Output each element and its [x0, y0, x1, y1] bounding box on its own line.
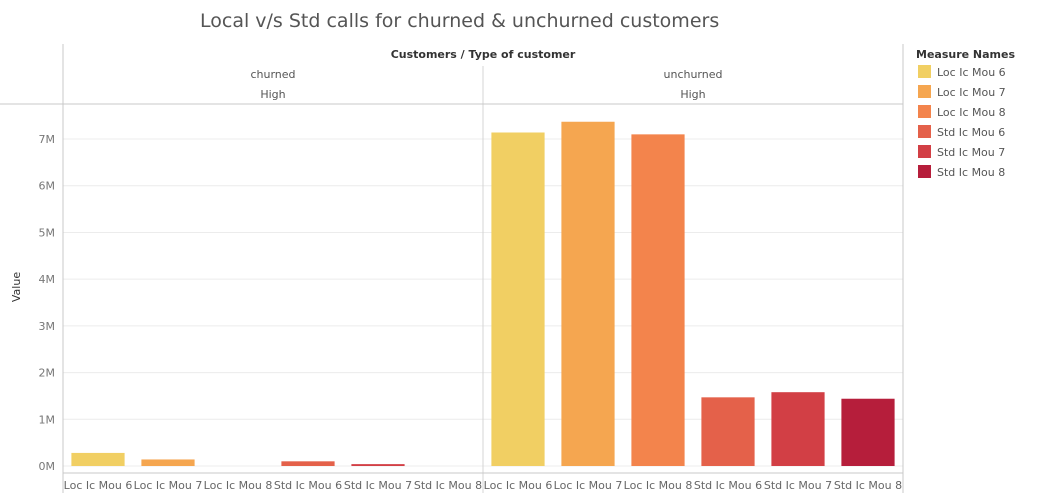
x-category-label: Std Ic Mou 8 [414, 479, 482, 492]
x-category-label: Loc Ic Mou 8 [204, 479, 273, 492]
x-category-label: Std Ic Mou 7 [764, 479, 832, 492]
y-tick-label: 0M [39, 460, 56, 473]
y-tick-label: 6M [39, 180, 56, 193]
bar-unchurned-6[interactable] [841, 398, 895, 466]
legend-item-label[interactable]: Std Ic Mou 7 [937, 146, 1005, 159]
panel-header-unchurned: unchurned [664, 68, 723, 81]
x-category-label: Loc Ic Mou 6 [484, 479, 553, 492]
bar-unchurned-3[interactable] [631, 134, 685, 466]
x-category-label: Std Ic Mou 6 [694, 479, 762, 492]
header-title: Customers / Type of customer [391, 48, 576, 61]
bar-unchurned-5[interactable] [771, 392, 825, 466]
legend-item-label[interactable]: Loc Ic Mou 8 [937, 106, 1006, 119]
x-category-label: Std Ic Mou 8 [834, 479, 902, 492]
bars-layer [71, 121, 895, 466]
panel-subheader: High [260, 88, 285, 101]
bar-unchurned-1[interactable] [491, 132, 545, 466]
legend-swatch[interactable] [918, 145, 931, 158]
bar-churned-1[interactable] [71, 452, 125, 466]
legend-swatch[interactable] [918, 125, 931, 138]
x-category-label: Loc Ic Mou 8 [624, 479, 693, 492]
y-tick-label: 5M [39, 226, 56, 239]
legend-item-label[interactable]: Loc Ic Mou 7 [937, 86, 1006, 99]
x-category-label: Loc Ic Mou 7 [554, 479, 623, 492]
y-tick-label: 3M [39, 320, 56, 333]
panel-header-churned: churned [250, 68, 295, 81]
legend-title: Measure Names [916, 48, 1015, 61]
x-category-label: Loc Ic Mou 7 [134, 479, 203, 492]
y-tick-label: 1M [39, 413, 56, 426]
legend-swatch[interactable] [918, 85, 931, 98]
legend-swatch[interactable] [918, 105, 931, 118]
legend[interactable]: Loc Ic Mou 6 Loc Ic Mou 7 Loc Ic Mou 8 Std … [918, 65, 1006, 179]
y-tick-label: 7M [39, 133, 56, 146]
y-axis-label: Value [10, 272, 23, 302]
x-category-label: Loc Ic Mou 6 [64, 479, 133, 492]
legend-swatch[interactable] [918, 165, 931, 178]
legend-item-label[interactable]: Loc Ic Mou 6 [937, 66, 1006, 79]
legend-swatch[interactable] [918, 65, 931, 78]
x-category-label: Std Ic Mou 7 [344, 479, 412, 492]
y-tick-label: 2M [39, 367, 56, 380]
bar-churned-4[interactable] [281, 461, 335, 466]
chart-title: Local v/s Std calls for churned & unchur… [200, 10, 719, 32]
legend-item-label[interactable]: Std Ic Mou 8 [937, 166, 1005, 179]
bar-churned-2[interactable] [141, 459, 195, 466]
bar-unchurned-2[interactable] [561, 121, 615, 466]
y-tick-label: 4M [39, 273, 56, 286]
legend-item-label[interactable]: Std Ic Mou 6 [937, 126, 1005, 139]
bar-unchurned-4[interactable] [701, 397, 755, 466]
bar-churned-5[interactable] [351, 464, 405, 466]
panel-subheader: High [680, 88, 705, 101]
x-category-label: Std Ic Mou 6 [274, 479, 342, 492]
